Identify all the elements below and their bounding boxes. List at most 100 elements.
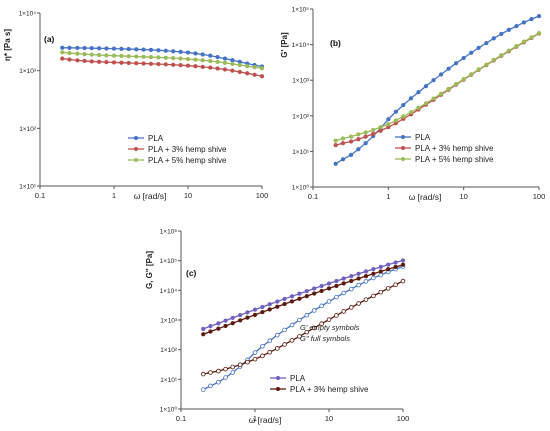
panel-a: 0.1 1 10 100 1×10¹ 1×10² 1×10³ 1×10⁴ ω [rad/s] η*… [3,11,268,202]
data-point [340,141,346,146]
x-tick-label: 100 [256,191,269,200]
data-point [163,48,168,53]
legend-entry: PLA + 3% hemp shive [290,385,369,394]
data-point [216,379,221,385]
series-2 [60,50,265,71]
data-point [223,366,228,372]
data-point [476,45,481,51]
data-point [506,48,512,53]
series-line [203,280,404,375]
data-point [363,141,368,146]
data-point [408,96,414,101]
data-point [222,56,228,61]
x-axis-label: ω [rad/s] [134,191,167,201]
data-point [385,286,391,291]
data-point [274,332,280,338]
data-point [499,31,504,37]
data-point [82,52,87,57]
data-point [82,58,87,64]
y-tick-label: 1×10⁴ [292,42,310,49]
data-point [97,52,102,58]
data-point [371,271,376,276]
data-point [282,296,287,302]
data-point [104,46,109,51]
series-line [203,259,404,330]
data-point [282,342,287,347]
data-point [148,61,154,66]
data-point [400,278,406,284]
series-line [335,15,540,165]
data-point [348,134,354,139]
panel-label: (a) [44,34,55,44]
data-point [341,309,347,314]
data-point [340,157,346,162]
annotation: G'' full symbols [300,334,350,343]
y-tick-label: 1×10¹ [292,149,310,156]
y-tick-label: 1×10⁴ [19,11,37,18]
data-point [326,299,332,304]
data-point [230,364,236,370]
data-point [200,52,205,57]
data-point [469,72,474,77]
series-0 [201,258,406,332]
data-point [431,96,436,101]
data-point [282,327,287,333]
x-tick-label: 100 [533,192,546,201]
data-point [340,136,346,141]
data-point [536,13,542,19]
data-point [260,343,265,349]
data-point [393,260,398,265]
legend-swatch-marker [276,376,280,380]
data-point [529,16,534,22]
data-point [223,375,228,380]
data-point [119,46,124,51]
legend-swatch-marker [134,136,138,140]
data-point [163,55,168,60]
x-tick-label: 0.1 [308,192,318,201]
data-point [431,78,436,83]
data-point [304,312,310,318]
data-point [282,301,287,307]
legend: PLA PLA + 3% hemp shive [270,374,369,394]
data-point [371,293,376,299]
data-point [260,304,265,310]
data-point [363,134,368,139]
data-point [453,61,459,66]
data-point [216,368,221,374]
x-axis-label: ω [rad/s] [409,192,442,202]
data-point [304,293,309,299]
data-point [333,138,338,143]
legend-swatch-marker [401,157,405,161]
data-point [134,61,139,66]
panel-b: 0.1 1 10 100 1×10⁰ 1×10¹ 1×10² 1×10³ 1×10⁴ 1×10⁵ ω… [280,7,545,203]
y-tick-label: 1×10² [292,113,310,120]
data-point [238,312,243,318]
data-point [223,323,228,329]
data-point [60,56,65,61]
x-tick-label: 1 [386,192,390,201]
data-point [506,27,512,32]
data-point [363,130,368,135]
data-point [104,60,109,65]
x-tick-label: 0.1 [35,191,45,200]
data-point [156,61,161,67]
data-point [356,301,361,306]
data-point [326,286,332,291]
data-point [75,45,80,51]
data-point [75,58,80,63]
data-point [237,62,242,68]
data-point [215,54,220,60]
series-1 [60,56,265,79]
data-point [333,142,338,148]
x-tick-label: 0.1 [176,414,186,423]
data-point [230,370,236,375]
data-point [119,60,124,65]
data-point [208,58,213,64]
x-tick-label: 1 [112,191,116,200]
data-point [499,53,504,58]
data-point [349,274,354,279]
data-point [416,90,421,95]
data-point [401,102,406,108]
data-point [275,299,280,304]
data-point [75,51,80,56]
